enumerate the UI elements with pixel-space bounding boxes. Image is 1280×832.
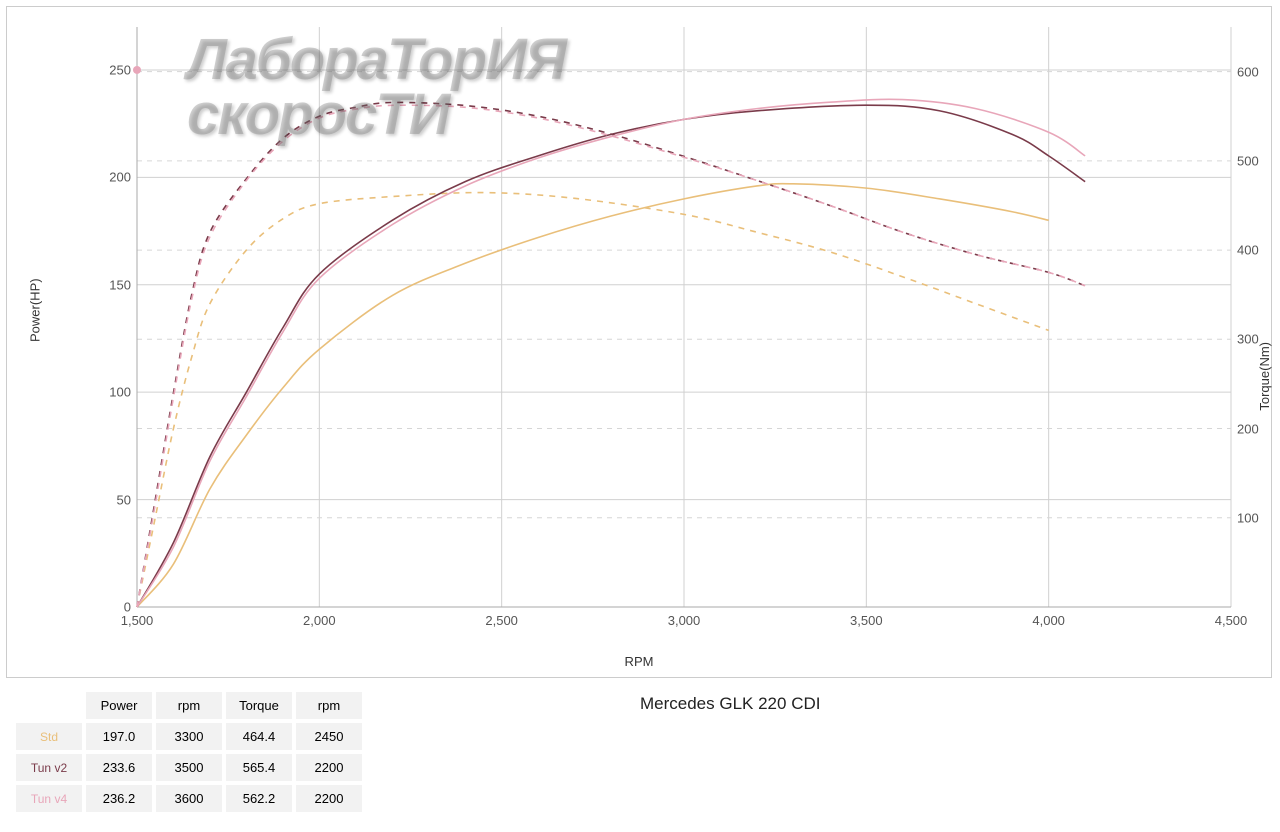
yleft-tick: 0: [124, 600, 131, 615]
yleft-tick: 250: [109, 62, 131, 77]
x-tick: 4,000: [1032, 613, 1065, 628]
table-cell: 464.4: [226, 723, 292, 750]
yright-tick: 500: [1237, 153, 1259, 168]
series-name: Std: [16, 723, 82, 750]
table-header: rpm: [296, 692, 362, 719]
table-cell: 2450: [296, 723, 362, 750]
table-row: Std197.03300464.42450: [16, 723, 362, 750]
table-cell: 197.0: [86, 723, 152, 750]
yright-tick: 400: [1237, 243, 1259, 258]
series-Tun v4-power: [137, 99, 1085, 607]
plot-svg: [137, 27, 1231, 607]
series-name: Tun v4: [16, 785, 82, 812]
table-cell: 2200: [296, 754, 362, 781]
table-cell: 565.4: [226, 754, 292, 781]
table-header: Power: [86, 692, 152, 719]
x-tick: 3,500: [850, 613, 883, 628]
chart-caption: Mercedes GLK 220 CDI: [640, 694, 820, 714]
x-tick: 4,500: [1215, 613, 1248, 628]
yright-tick: 600: [1237, 64, 1259, 79]
chart-frame: Power(HP) Torque(Nm) RPM ЛабораТорИЯ ско…: [6, 6, 1272, 678]
table-cell: 3600: [156, 785, 222, 812]
table-row: Tun v2233.63500565.42200: [16, 754, 362, 781]
yright-tick: 300: [1237, 332, 1259, 347]
series-Std-power: [137, 184, 1049, 607]
y-left-axis-label: Power(HP): [28, 278, 43, 342]
table-cell: 3300: [156, 723, 222, 750]
series-Tun v2-power: [137, 105, 1085, 607]
x-tick: 1,500: [121, 613, 154, 628]
yright-tick: 100: [1237, 510, 1259, 525]
plot-area: ЛабораТорИЯ скоросТИ 1,5002,0002,5003,00…: [137, 27, 1231, 607]
x-tick: 3,000: [668, 613, 701, 628]
marker-dot: [133, 66, 141, 74]
yleft-tick: 200: [109, 170, 131, 185]
table-cell: 3500: [156, 754, 222, 781]
yleft-tick: 150: [109, 277, 131, 292]
table-header: Torque: [226, 692, 292, 719]
series-Tun v2-torque: [137, 102, 1085, 607]
yleft-tick: 100: [109, 385, 131, 400]
x-tick: 2,500: [485, 613, 518, 628]
series-name: Tun v2: [16, 754, 82, 781]
table-cell: 2200: [296, 785, 362, 812]
table-cell: 562.2: [226, 785, 292, 812]
x-tick: 2,000: [303, 613, 336, 628]
table-cell: 236.2: [86, 785, 152, 812]
table-cell: 233.6: [86, 754, 152, 781]
table-header: rpm: [156, 692, 222, 719]
x-axis-label: RPM: [625, 654, 654, 669]
y-right-axis-label: Torque(Nm): [1258, 342, 1273, 411]
summary-table: PowerrpmTorquerpm Std197.03300464.42450T…: [12, 688, 366, 816]
yleft-tick: 50: [117, 492, 131, 507]
series-Tun v4-torque: [137, 105, 1085, 607]
table-row: Tun v4236.23600562.22200: [16, 785, 362, 812]
yright-tick: 200: [1237, 421, 1259, 436]
